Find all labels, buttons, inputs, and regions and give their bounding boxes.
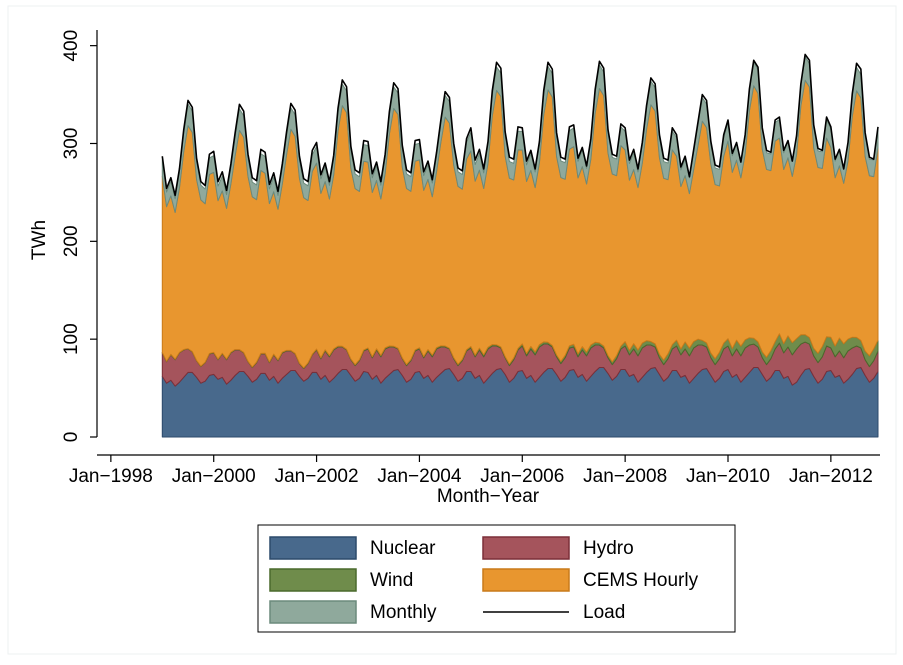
x-tick-label: Jan−2002	[275, 466, 359, 487]
legend-swatch	[269, 536, 357, 560]
y-tick-label: 0	[61, 432, 82, 443]
legend-label: Nuclear	[370, 538, 436, 559]
y-tick-label: 300	[61, 128, 82, 160]
legend-swatch	[269, 600, 357, 624]
line	[161, 53, 879, 197]
x-tick-label: Jan−2010	[686, 466, 770, 487]
legend-label: CEMS Hourly	[583, 570, 699, 591]
y-tick-label: 200	[61, 225, 82, 257]
legend-swatch	[482, 536, 570, 560]
x-tick-label: Jan−1998	[69, 466, 153, 487]
legend-label: Wind	[370, 570, 413, 591]
x-tick-label: Jan−2012	[789, 466, 873, 487]
x-tick-label: Jan−2004	[377, 466, 461, 487]
legend-swatch	[482, 568, 570, 592]
y-tick-label: 400	[61, 30, 82, 62]
legend-swatch	[269, 568, 357, 592]
x-tick-label: Jan−2006	[480, 466, 564, 487]
legend-label: Load	[583, 602, 625, 623]
y-axis-label: TWh	[29, 220, 50, 260]
x-axis-label: Month−Year	[437, 486, 540, 507]
y-tick-label: 100	[61, 323, 82, 355]
x-tick-label: Jan−2008	[583, 466, 667, 487]
legend-label: Monthly	[370, 602, 437, 623]
legend-label: Hydro	[583, 538, 634, 559]
x-tick-label: Jan−2000	[172, 466, 256, 487]
